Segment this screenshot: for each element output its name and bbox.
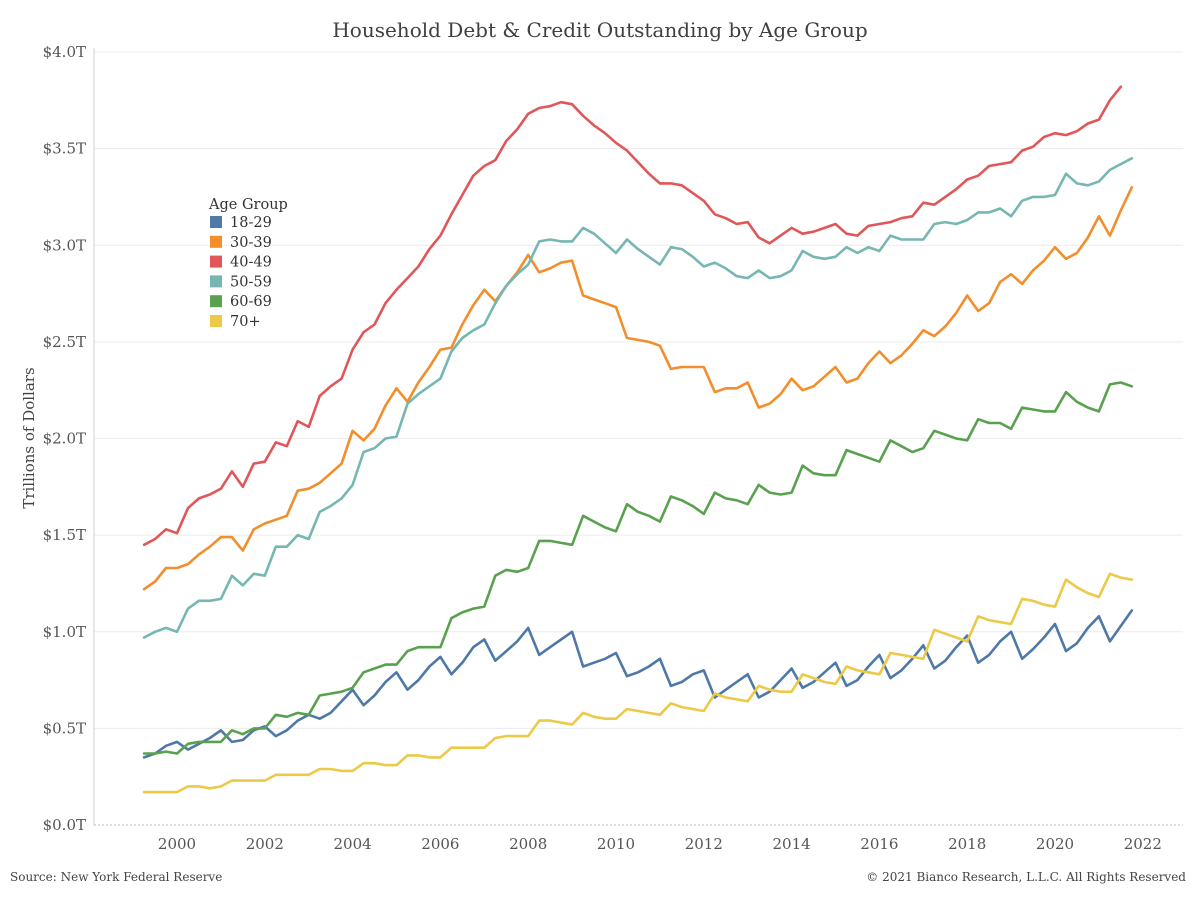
y-tick-label: $2.5T <box>43 333 86 351</box>
legend-label: 40-49 <box>230 255 272 271</box>
legend-label: 60-69 <box>230 294 272 310</box>
series-line-18-29 <box>142 609 1134 759</box>
x-tick-label: 2018 <box>948 835 986 853</box>
legend-swatch <box>210 255 222 268</box>
series-line-70- <box>142 572 1134 794</box>
x-tick-label: 2022 <box>1124 835 1162 853</box>
x-tick-label: 2004 <box>334 835 372 853</box>
x-tick-label: 2014 <box>773 835 811 853</box>
chart-title: Household Debt & Credit Outstanding by A… <box>332 18 868 42</box>
series-line-40-49 <box>142 85 1123 547</box>
series-lines <box>142 85 1134 794</box>
x-tick-label: 2010 <box>597 835 635 853</box>
x-tick-label: 2006 <box>421 835 459 853</box>
source-note: Source: New York Federal Reserve <box>10 870 223 884</box>
y-tick-label: $0.5T <box>43 719 86 737</box>
y-tick-label: $1.5T <box>43 526 86 544</box>
legend-title: Age Group <box>208 197 288 213</box>
x-tick-label: 2020 <box>1036 835 1074 853</box>
legend-label: 70+ <box>230 314 261 330</box>
x-tick-label: 2016 <box>860 835 898 853</box>
series-line-60-69 <box>142 381 1134 755</box>
copyright-note: © 2021 Bianco Research, L.L.C. All Right… <box>866 870 1186 884</box>
legend-label: 50-59 <box>230 274 272 290</box>
series-line-30-39 <box>142 186 1134 591</box>
axes: $0.0T $0.5T $1.0T $1.5T $2.0T $2.5T $3.0T $3.5T… <box>20 43 1183 853</box>
series-line-50-59 <box>142 157 1134 639</box>
y-tick-label: $4.0T <box>43 43 86 61</box>
legend-swatch <box>210 295 222 308</box>
legend-label: 18-29 <box>230 215 272 231</box>
legend-swatch <box>210 275 222 288</box>
legend-swatch <box>210 216 222 228</box>
y-tick-label: $0.0T <box>43 816 86 834</box>
x-tick-label: 2000 <box>158 835 196 853</box>
y-tick-label: $3.0T <box>43 236 86 254</box>
gridlines <box>94 51 1183 729</box>
legend-swatch <box>210 315 222 327</box>
y-tick-label: $1.0T <box>43 623 86 641</box>
legend: Age Group 18-29 30-39 40-49 50-59 60-69 70+ <box>208 197 288 330</box>
x-tick-label: 2002 <box>246 835 284 853</box>
legend-swatch <box>210 235 222 248</box>
legend-label: 30-39 <box>230 235 272 251</box>
y-tick-label: $2.0T <box>43 430 86 448</box>
x-tick-label: 2012 <box>685 835 723 853</box>
y-axis-title: Trillions of Dollars <box>20 367 38 508</box>
y-tick-label: $3.5T <box>43 140 86 158</box>
x-tick-label: 2008 <box>509 835 547 853</box>
